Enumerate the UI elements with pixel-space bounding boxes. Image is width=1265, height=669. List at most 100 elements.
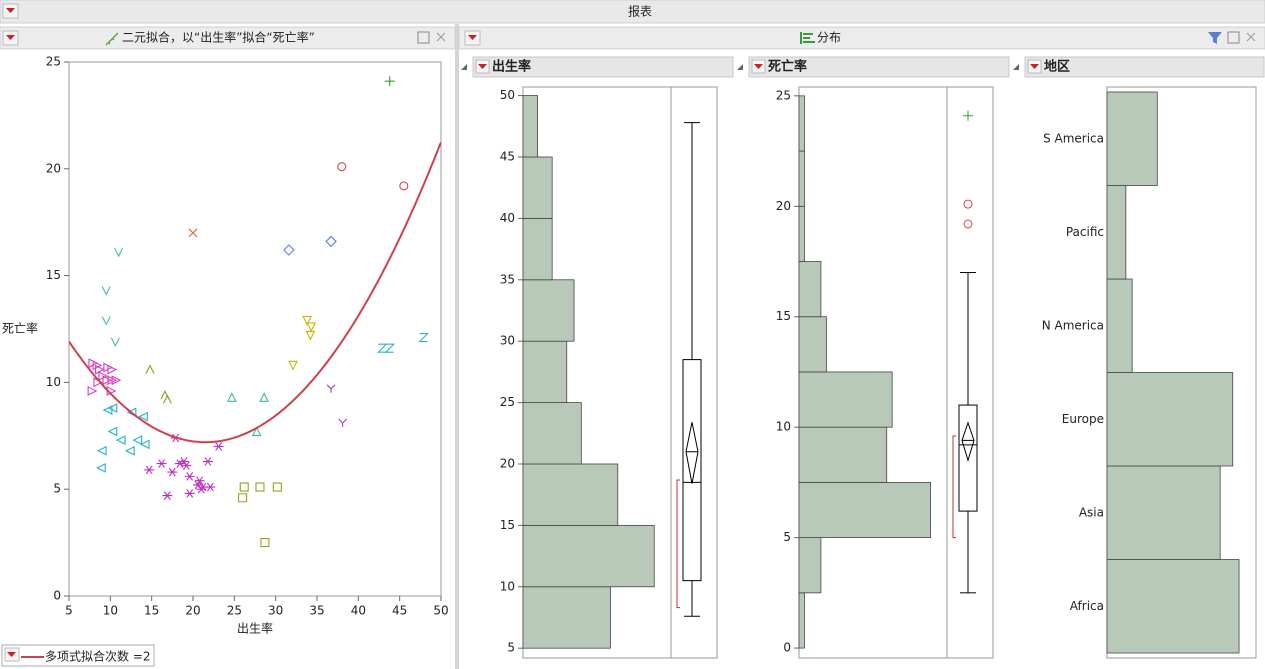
y-tick-label: 25 bbox=[500, 395, 515, 409]
histogram-bar bbox=[798, 316, 827, 373]
data-point bbox=[96, 445, 107, 456]
data-point bbox=[101, 286, 111, 296]
x-tick-label: 40 bbox=[351, 604, 366, 618]
data-point bbox=[399, 181, 409, 191]
data-point bbox=[325, 235, 337, 248]
menu-button[interactable] bbox=[475, 59, 490, 74]
maximize-button[interactable] bbox=[1227, 31, 1240, 44]
close-button[interactable] bbox=[436, 32, 446, 42]
close-button[interactable] bbox=[1246, 32, 1256, 42]
x-tick-label: 25 bbox=[227, 604, 242, 618]
data-point bbox=[260, 538, 270, 548]
data-point bbox=[111, 375, 122, 386]
data-point bbox=[251, 426, 262, 437]
y-tick-label: 40 bbox=[500, 211, 515, 225]
menu-button[interactable] bbox=[464, 30, 481, 46]
x-tick-label: 45 bbox=[392, 604, 407, 618]
legend-label: 多项式拟合次数 =2 bbox=[45, 649, 151, 664]
fit-curve bbox=[69, 141, 441, 444]
y-tick-label: 5 bbox=[53, 482, 61, 496]
menu-button[interactable] bbox=[2, 30, 19, 46]
mean-diamond bbox=[685, 422, 699, 484]
category-label: Africa bbox=[1070, 599, 1104, 613]
histogram-bar bbox=[522, 340, 568, 403]
data-point bbox=[196, 484, 207, 494]
data-point bbox=[384, 343, 396, 353]
y-tick-label: 0 bbox=[783, 641, 791, 655]
menu-button[interactable] bbox=[2, 3, 19, 19]
y-tick-label: 10 bbox=[776, 420, 791, 434]
section-title: 出生率 bbox=[492, 59, 531, 75]
y-tick-label: 20 bbox=[46, 161, 61, 175]
histogram-bar bbox=[798, 426, 888, 483]
report-title: 报表 bbox=[628, 4, 652, 19]
data-point bbox=[145, 364, 155, 374]
data-point bbox=[239, 482, 249, 492]
data-point bbox=[87, 386, 98, 396]
y-tick-label: 30 bbox=[500, 334, 515, 348]
x-tick-label: 5 bbox=[65, 604, 73, 618]
histogram-bar bbox=[522, 95, 538, 158]
y-tick-label: 35 bbox=[500, 272, 515, 286]
shortest-half bbox=[952, 435, 956, 539]
x-axis-label: 出生率 bbox=[237, 621, 273, 636]
data-point bbox=[156, 459, 167, 468]
data-point bbox=[226, 392, 237, 402]
menu-button[interactable] bbox=[4, 647, 20, 662]
data-point bbox=[102, 375, 113, 386]
x-tick-label: 20 bbox=[185, 604, 200, 618]
outline-header: 地区 bbox=[1013, 56, 1265, 78]
data-point bbox=[288, 360, 298, 371]
histogram-bar bbox=[798, 150, 805, 207]
data-point bbox=[184, 489, 195, 498]
filter-button[interactable] bbox=[1208, 32, 1222, 44]
data-point bbox=[188, 228, 198, 238]
y-tick-label: 20 bbox=[776, 199, 791, 213]
histogram-bar bbox=[798, 371, 893, 428]
box bbox=[682, 359, 702, 582]
outlier bbox=[963, 219, 973, 229]
maximize-button[interactable] bbox=[417, 31, 430, 44]
histogram-bar bbox=[522, 217, 553, 281]
y-tick-label: 25 bbox=[46, 55, 61, 69]
data-point bbox=[376, 343, 388, 353]
data-point bbox=[418, 332, 429, 343]
title-bar bbox=[0, 0, 1265, 24]
box bbox=[958, 404, 978, 512]
data-point bbox=[255, 482, 265, 492]
data-point bbox=[337, 162, 347, 172]
data-point bbox=[101, 316, 111, 326]
data-point bbox=[178, 457, 189, 466]
y-tick-label: 20 bbox=[500, 456, 515, 470]
splitter bbox=[455, 24, 459, 669]
legend bbox=[1, 644, 155, 667]
data-point bbox=[338, 418, 348, 427]
data-point bbox=[326, 384, 336, 393]
data-point bbox=[194, 476, 205, 485]
shortest-half bbox=[676, 479, 680, 609]
histogram-bar bbox=[522, 156, 553, 219]
data-point bbox=[95, 364, 105, 375]
plot-frame bbox=[68, 61, 442, 597]
section-title: 死亡率 bbox=[768, 59, 807, 75]
x-tick-label: 10 bbox=[103, 604, 118, 618]
distribution-icon bbox=[800, 32, 815, 44]
data-point bbox=[184, 472, 195, 481]
menu-button[interactable] bbox=[751, 59, 766, 74]
y-tick-label: 0 bbox=[53, 589, 61, 603]
data-point bbox=[162, 394, 172, 404]
data-point bbox=[302, 315, 312, 326]
y-tick-label: 25 bbox=[776, 88, 791, 102]
data-point bbox=[107, 403, 118, 413]
data-point bbox=[167, 467, 178, 477]
bar bbox=[1106, 465, 1221, 560]
data-point bbox=[272, 482, 282, 492]
data-point bbox=[205, 482, 216, 492]
menu-button[interactable] bbox=[1027, 59, 1042, 74]
category-label: Europe bbox=[1062, 412, 1104, 426]
histogram-bar bbox=[798, 592, 805, 649]
data-point bbox=[132, 435, 143, 445]
data-point bbox=[102, 405, 113, 416]
data-point bbox=[283, 244, 295, 256]
data-point bbox=[138, 411, 148, 422]
